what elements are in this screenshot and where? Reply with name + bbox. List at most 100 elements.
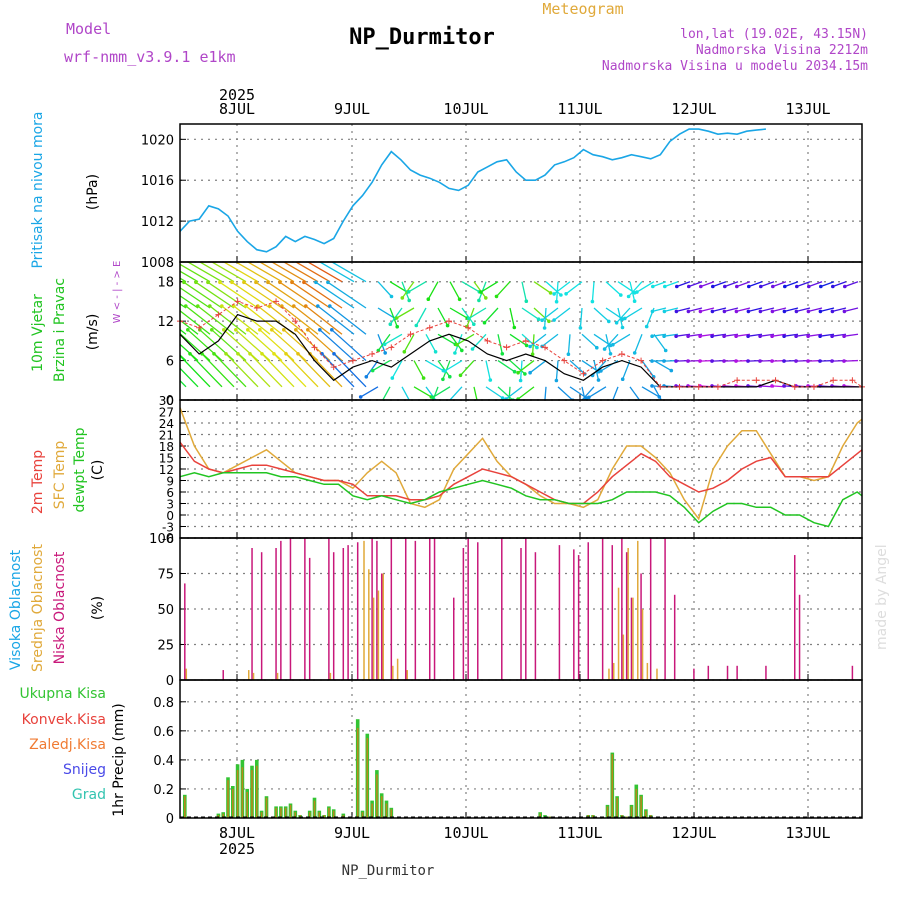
wind-arrow-head: [607, 319, 611, 324]
wind-arrow-head: [390, 376, 395, 380]
wind-arrow-head: [494, 294, 499, 299]
wind-arrow: [724, 307, 739, 313]
wind-arrow-head: [358, 395, 363, 399]
wind-arrow: [624, 307, 643, 319]
precip-conv-bar: [294, 812, 297, 818]
wind-arrow: [437, 333, 456, 345]
ytick-label-pressure-3: 1020: [141, 133, 174, 148]
wind-arrow-head: [783, 284, 787, 289]
wind-arrow-head: [402, 350, 407, 354]
wind-arrow-head: [318, 328, 322, 332]
wind-arrow-head: [650, 334, 654, 339]
precip-conv-bar: [366, 738, 369, 818]
wind-gust-marker: [772, 377, 779, 384]
wind-arrow-head: [272, 352, 276, 356]
wind-arrow: [372, 360, 391, 372]
wind-arrow: [521, 281, 527, 302]
wind-arrow: [321, 353, 355, 388]
wind-arrow-head: [196, 304, 200, 308]
wind-arrow: [209, 305, 247, 335]
wind-arrow: [472, 333, 487, 350]
x-tick-label-bottom-4: 12JUL: [671, 824, 716, 842]
precip-snow-label: Snijeg: [63, 762, 106, 778]
wind-arrow: [541, 333, 559, 347]
wind-arrow-head: [234, 328, 238, 332]
ytick-label-temperature-12: 30: [159, 394, 174, 408]
wind-arrow: [427, 281, 439, 300]
wind-arrow: [569, 360, 586, 375]
wind-arrow-head: [488, 378, 493, 382]
wind-arrow: [581, 386, 586, 400]
wind-arrow: [688, 307, 703, 313]
x-tick-label-bottom-3: 11JUL: [557, 824, 602, 842]
wind-arrow-head: [554, 378, 559, 383]
wind-arrow-head: [244, 304, 248, 308]
wind-gust-marker: [234, 298, 241, 305]
wind-arrow-head: [806, 359, 810, 363]
wind-arrow-head: [421, 376, 426, 380]
wind-arrow-head: [294, 328, 298, 332]
ytick-label-clouds-1: 25: [157, 639, 174, 654]
wind-arrow-head: [771, 284, 775, 289]
wind-arrow: [480, 281, 499, 293]
wind-arrow: [382, 386, 391, 400]
wind-arrow-head: [312, 257, 316, 261]
wind-arrow-head: [457, 297, 462, 302]
wind-arrow: [225, 353, 259, 388]
wind-arrow-head: [194, 280, 198, 285]
wind-arrow-head: [204, 257, 208, 261]
wind-arrow: [579, 307, 583, 328]
wind-arrow-head: [722, 359, 726, 363]
wind-arrow: [460, 360, 475, 376]
precip-frozen-label: Zaledj.Kisa: [29, 737, 106, 753]
wind-arrow: [588, 386, 607, 398]
wind-arrow-head: [388, 322, 393, 327]
wind-arrow: [377, 333, 391, 351]
wind-arrow-head: [182, 280, 186, 285]
wind-arrow-head: [782, 309, 787, 314]
wind-arrow-head: [278, 280, 282, 285]
wind-arrow-head: [640, 401, 644, 405]
wind-arrow-head: [722, 334, 726, 339]
wind-arrow: [391, 360, 403, 379]
wind-arrow-head: [240, 257, 244, 261]
ytick-label-wind-1: 6: [166, 355, 174, 370]
wind-arrow-head: [686, 334, 690, 339]
wind-arrow: [461, 281, 480, 293]
wind-arrow-head: [723, 284, 727, 289]
wind-arrow: [541, 307, 559, 321]
wind-arrow: [183, 281, 223, 309]
wind-arrow-head: [484, 296, 488, 300]
wind-arrow: [820, 281, 835, 288]
wind-arrow-head: [650, 359, 654, 363]
wind-arrow-head: [172, 304, 176, 308]
wind-arrow-head: [687, 284, 691, 289]
wind-arrow-head: [524, 299, 529, 304]
precip-conv-bar: [313, 800, 316, 818]
wind-arrow-head: [364, 375, 369, 379]
wind-arrow-head: [794, 309, 799, 314]
wind-arrow-head: [276, 257, 280, 261]
wind-arrow-head: [382, 342, 387, 347]
wind-arrow-head: [148, 304, 152, 308]
wind-arrow-head: [662, 403, 666, 407]
wind-arrow-head: [698, 309, 703, 314]
wind-arrow-head: [268, 304, 272, 308]
wind-arrow-head: [230, 280, 234, 285]
wind-arrow: [736, 307, 751, 313]
wind-arrow-head: [445, 323, 450, 328]
wind-gust-marker: [426, 324, 433, 331]
wind-arrow-head: [406, 290, 411, 294]
precip-conv-bar: [635, 788, 638, 818]
x-tick-label-top-3: 11JUL: [557, 100, 602, 118]
wind-arrow: [712, 281, 727, 288]
wind-arrow: [449, 307, 468, 319]
precip-conv-bar: [280, 807, 282, 818]
wind-arrow: [297, 353, 331, 388]
precip-conv-bar: [227, 780, 229, 818]
wind-arrow: [389, 307, 398, 327]
wind-arrow: [267, 281, 307, 309]
precip-conv-bar: [323, 815, 325, 818]
wind-arrow-head: [246, 328, 250, 332]
